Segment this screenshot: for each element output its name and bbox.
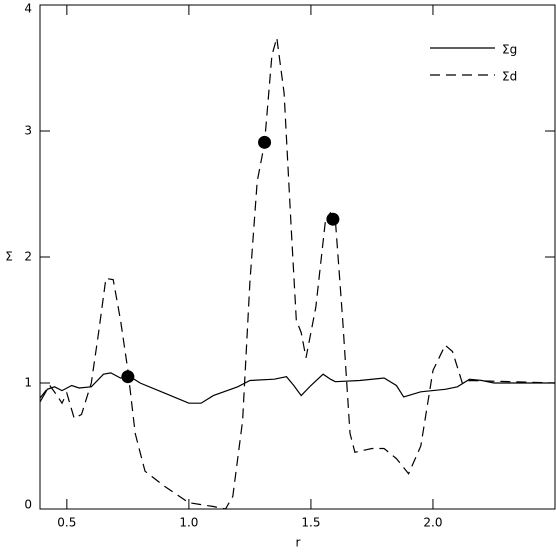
data-line — [39, 372, 555, 404]
y-axis-label: Σ — [5, 250, 13, 264]
legend-label: Σg — [502, 43, 517, 57]
y-tick-label: 4 — [24, 2, 32, 16]
x-tick-label: 1.5 — [301, 516, 320, 530]
x-tick-label: 0.5 — [57, 516, 76, 530]
y-tick-label: 1 — [24, 376, 32, 390]
data-line — [39, 37, 556, 510]
data-point — [121, 370, 135, 384]
data-point — [326, 212, 340, 226]
plot-frame — [39, 4, 556, 510]
y-tick-label: 3 — [24, 124, 32, 138]
y-tick-label: 0 — [24, 498, 32, 512]
x-tick-label: 2.0 — [423, 516, 442, 530]
y-tick-label: 2 — [24, 250, 32, 264]
legend-label: Σd — [502, 70, 517, 84]
data-point — [258, 135, 272, 149]
x-axis-label: r — [296, 536, 301, 550]
x-tick-label: 1.0 — [179, 516, 198, 530]
